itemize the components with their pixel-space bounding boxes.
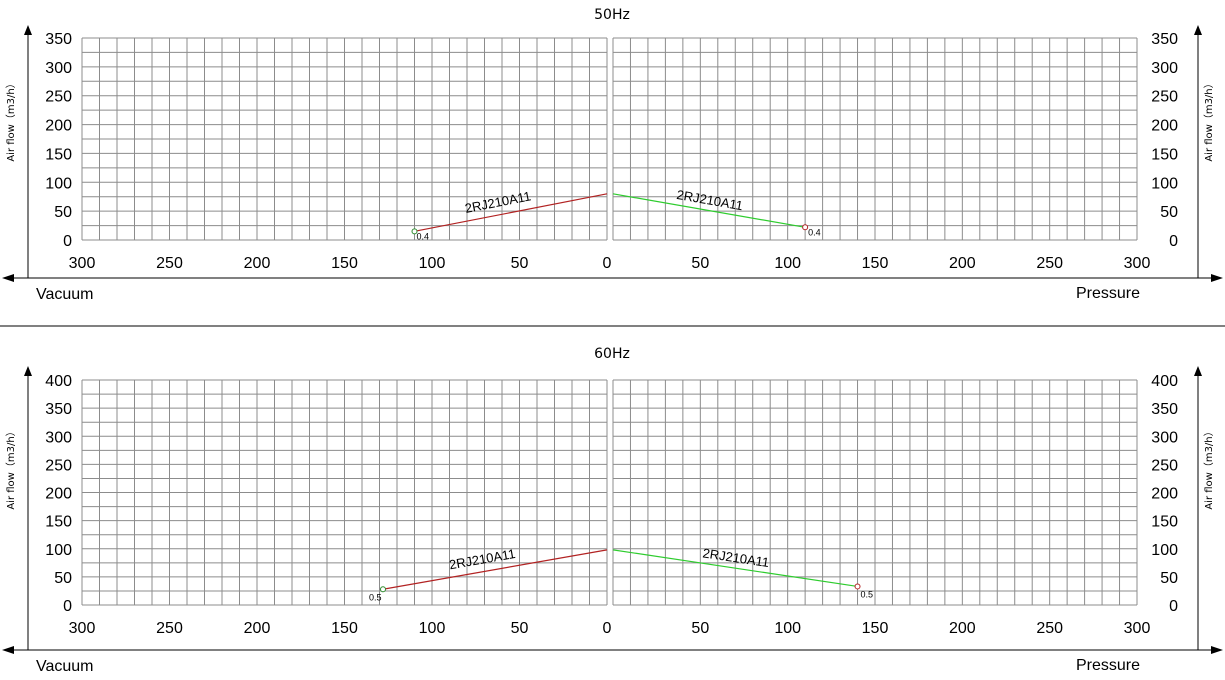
chart-title: 60Hz — [594, 346, 630, 362]
y-tick-label-left: 150 — [45, 146, 72, 163]
series-end-label: 0.4 — [417, 231, 430, 241]
y-tick-label-left: 50 — [54, 204, 72, 221]
y-tick-label-right: 50 — [1160, 204, 1178, 221]
y-tick-label-right: 400 — [1151, 373, 1178, 390]
pressure-label: Pressure — [1076, 657, 1140, 674]
series-end-marker — [802, 224, 809, 231]
x-tick-label-vacuum: 250 — [156, 620, 183, 637]
x-tick-label-vacuum: 200 — [244, 620, 271, 637]
y-axis-label-left: Air flow（m3/h） — [5, 78, 17, 161]
x-tick-label-vacuum: 50 — [511, 620, 529, 637]
y-tick-label-right: 150 — [1151, 514, 1178, 531]
y-tick-label-left: 200 — [45, 486, 72, 503]
y-tick-label-left: 100 — [45, 542, 72, 559]
x-tick-label-vacuum: 50 — [511, 255, 529, 272]
y-tick-label-right: 100 — [1151, 175, 1178, 192]
y-axis-label-right: Air flow（m3/h） — [1203, 426, 1215, 509]
y-tick-label-right: 250 — [1151, 89, 1178, 106]
y-axis-right-arrowhead — [1194, 366, 1202, 376]
series-name-label: 2RJ210A11 — [464, 188, 533, 216]
x-tick-label-pressure: 200 — [949, 255, 976, 272]
series-line-pressure — [612, 193, 806, 228]
series-end-marker — [854, 583, 861, 590]
y-tick-label-left: 400 — [45, 373, 72, 390]
x-axis-left-arrowhead — [2, 646, 14, 654]
x-tick-label-vacuum: 0 — [603, 620, 612, 637]
x-tick-label-pressure: 300 — [1124, 255, 1151, 272]
y-tick-label-left: 300 — [45, 429, 72, 446]
y-tick-label-right: 0 — [1169, 233, 1178, 250]
y-tick-label-left: 200 — [45, 118, 72, 135]
vacuum-label: Vacuum — [36, 286, 94, 303]
y-axis-left-arrowhead — [24, 366, 32, 376]
x-tick-label-vacuum: 150 — [331, 620, 358, 637]
series-line-pressure — [612, 549, 858, 588]
y-tick-label-left: 250 — [45, 89, 72, 106]
x-tick-label-pressure: 50 — [691, 620, 709, 637]
x-tick-label-pressure: 250 — [1036, 255, 1063, 272]
x-tick-label-pressure: 250 — [1036, 620, 1063, 637]
x-tick-label-vacuum: 250 — [156, 255, 183, 272]
y-tick-label-right: 50 — [1160, 570, 1178, 587]
x-tick-label-pressure: 150 — [862, 620, 889, 637]
y-tick-label-right: 200 — [1151, 486, 1178, 503]
y-tick-label-left: 350 — [45, 31, 72, 48]
x-tick-label-vacuum: 100 — [419, 620, 446, 637]
y-tick-label-right: 350 — [1151, 31, 1178, 48]
x-tick-label-vacuum: 100 — [419, 255, 446, 272]
series-end-label: 0.4 — [808, 227, 821, 237]
series-end-label: 0.5 — [369, 592, 382, 602]
y-tick-label-right: 300 — [1151, 429, 1178, 446]
x-tick-label-pressure: 150 — [862, 255, 889, 272]
x-tick-label-vacuum: 0 — [603, 255, 612, 272]
y-tick-label-left: 50 — [54, 570, 72, 587]
y-tick-label-left: 350 — [45, 401, 72, 418]
y-tick-label-right: 350 — [1151, 401, 1178, 418]
x-tick-label-vacuum: 300 — [69, 620, 96, 637]
y-tick-label-left: 250 — [45, 457, 72, 474]
y-tick-label-right: 300 — [1151, 60, 1178, 77]
x-tick-label-vacuum: 150 — [331, 255, 358, 272]
y-axis-right-arrowhead — [1194, 25, 1202, 35]
y-tick-label-left: 100 — [45, 175, 72, 192]
y-tick-label-right: 0 — [1169, 598, 1178, 615]
y-tick-label-right: 150 — [1151, 146, 1178, 163]
x-axis-left-arrowhead — [2, 274, 14, 282]
vacuum-label: Vacuum — [36, 658, 94, 675]
y-tick-label-right: 100 — [1151, 542, 1178, 559]
series-name-label: 2RJ210A11 — [448, 546, 517, 572]
y-tick-label-left: 0 — [63, 233, 72, 250]
x-tick-label-pressure: 300 — [1124, 620, 1151, 637]
x-axis-right-arrowhead — [1211, 274, 1223, 282]
x-tick-label-pressure: 200 — [949, 620, 976, 637]
x-tick-label-pressure: 100 — [774, 620, 801, 637]
series-line-vacuum — [414, 193, 608, 232]
y-tick-label-left: 300 — [45, 60, 72, 77]
series-end-marker — [380, 586, 386, 593]
x-tick-label-vacuum: 200 — [244, 255, 271, 272]
y-tick-label-left: 150 — [45, 514, 72, 531]
pressure-label: Pressure — [1076, 285, 1140, 302]
y-axis-label-left: Air flow（m3/h） — [5, 426, 17, 509]
series-end-marker — [411, 228, 418, 235]
y-axis-left-arrowhead — [24, 25, 32, 35]
y-tick-label-right: 200 — [1151, 118, 1178, 135]
y-tick-label-left: 0 — [63, 598, 72, 615]
x-axis-right-arrowhead — [1211, 646, 1223, 654]
y-axis-label-right: Air flow（m3/h） — [1203, 78, 1215, 161]
series-name-label: 2RJ210A11 — [676, 187, 745, 213]
y-tick-label-right: 250 — [1151, 457, 1178, 474]
x-tick-label-pressure: 50 — [691, 255, 709, 272]
series-end-label: 0.5 — [861, 589, 874, 599]
x-tick-label-vacuum: 300 — [69, 255, 96, 272]
chart-title: 50Hz — [594, 7, 630, 23]
x-tick-label-pressure: 100 — [774, 255, 801, 272]
series-line-vacuum — [382, 549, 608, 590]
